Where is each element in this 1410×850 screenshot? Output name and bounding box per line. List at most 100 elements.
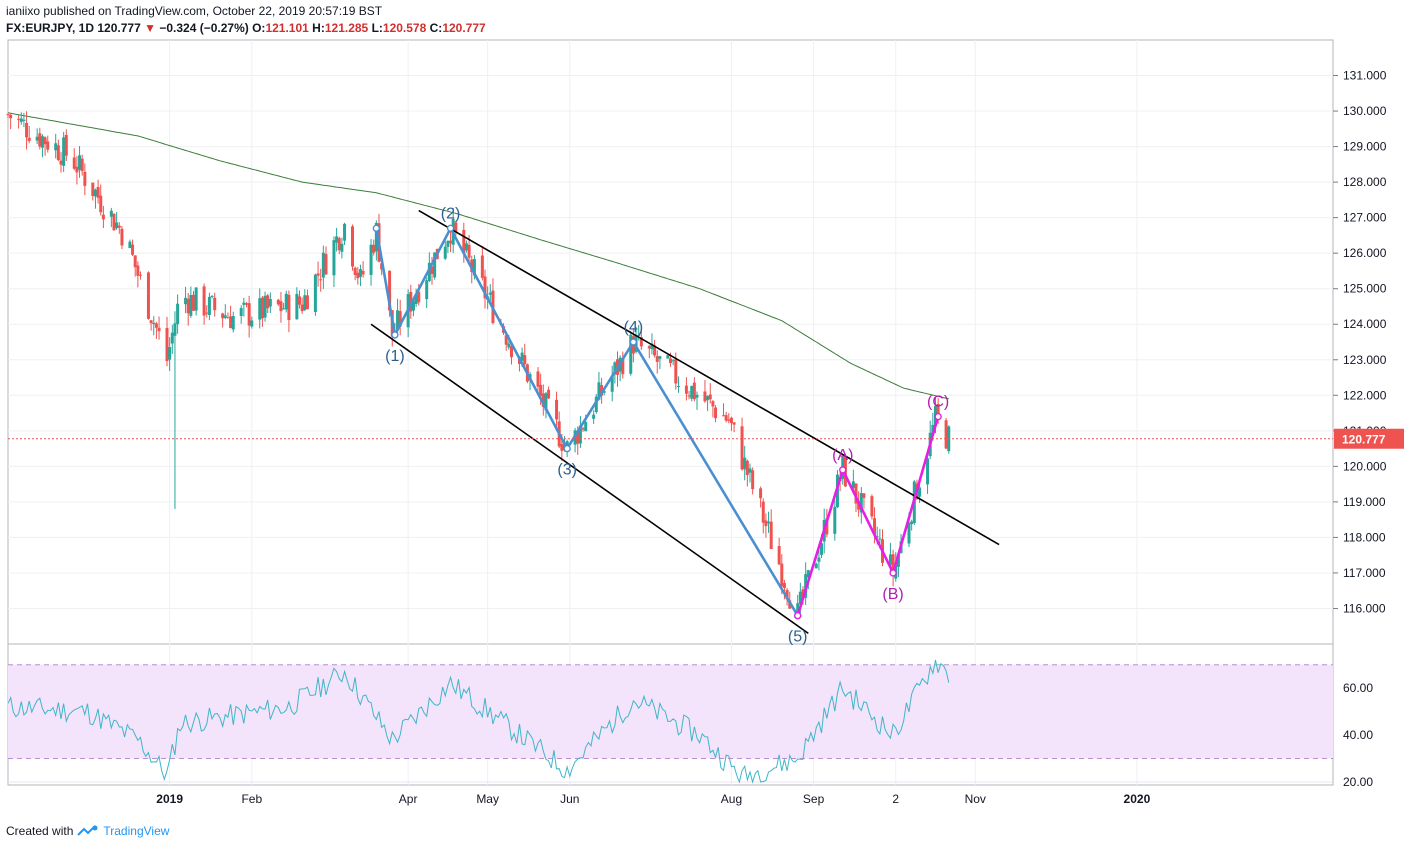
candle-body — [676, 385, 680, 387]
candle-body — [825, 518, 829, 535]
open-value: 121.101 — [265, 21, 309, 35]
candle-body — [189, 294, 193, 316]
candle-body — [814, 563, 818, 569]
corrective-wave-point[interactable] — [934, 412, 942, 421]
impulse-wave-point[interactable] — [629, 338, 638, 346]
candle-body — [507, 343, 511, 348]
y-tick-label: 120.000 — [1343, 459, 1387, 473]
ma-line — [7, 112, 949, 400]
candle-body — [374, 222, 378, 252]
candle-body — [356, 272, 360, 279]
candle-body — [724, 415, 728, 421]
candle-body — [157, 327, 161, 332]
candle-body — [555, 399, 559, 420]
impulse-wave-point[interactable] — [446, 224, 455, 233]
symbol-label: FX:EURJPY, 1D — [6, 21, 95, 35]
open-label: O: — [252, 21, 266, 35]
candle-body — [690, 385, 694, 399]
candle-body — [361, 270, 365, 275]
price-grid — [8, 40, 1333, 785]
x-tick-label: Apr — [399, 792, 418, 806]
candle-body — [229, 316, 233, 328]
candle-body — [592, 414, 596, 419]
candle-body — [483, 276, 487, 299]
candle-body — [112, 214, 116, 231]
candle-body — [101, 214, 105, 220]
candle-body — [488, 292, 492, 295]
candle-body — [295, 293, 299, 320]
candle-body — [732, 422, 736, 425]
candle-body — [99, 195, 103, 213]
rsi-line — [7, 659, 950, 784]
candle-body — [335, 236, 339, 243]
candle-body — [186, 298, 190, 314]
candle-body — [896, 554, 900, 567]
candle-body — [547, 389, 551, 399]
x-tick-label: 2 — [892, 792, 899, 806]
candle-body — [817, 557, 821, 562]
candle-body — [19, 118, 23, 122]
candle-body — [523, 355, 527, 365]
x-tick-label: Nov — [965, 792, 986, 806]
price-change: −0.324 (−0.27%) — [159, 21, 249, 35]
x-tick-label: Feb — [241, 792, 262, 806]
candle-body — [62, 137, 66, 166]
candle-body — [576, 431, 580, 444]
candle-body — [319, 279, 323, 281]
candle-body — [46, 141, 50, 150]
candle-body — [703, 391, 707, 402]
candle-body — [875, 536, 879, 538]
candle-body — [539, 384, 543, 397]
x-tick-label: 2020 — [1124, 792, 1151, 806]
channel-line[interactable] — [370, 323, 809, 634]
candle-body — [639, 337, 643, 347]
candle-body — [258, 298, 262, 320]
moving-average — [7, 112, 949, 400]
candle-body — [337, 238, 341, 251]
corrective-wave-point[interactable] — [889, 569, 897, 577]
candle-body — [544, 393, 548, 411]
y-tick-label: 130.000 — [1343, 104, 1387, 118]
candle-body — [674, 359, 678, 384]
publisher-name[interactable]: ianiixo — [6, 4, 41, 18]
candle-body — [695, 394, 699, 398]
candle-body — [388, 270, 392, 311]
candle-body — [115, 222, 119, 229]
corrective-wave-point[interactable] — [839, 466, 847, 474]
candle-body — [671, 360, 675, 362]
candle-body — [454, 222, 458, 232]
candle-body — [303, 295, 307, 311]
corrective-wave-point[interactable] — [794, 611, 802, 620]
wave-drawings[interactable]: (1) (2) (3) (4) (5) (A) (B) (C) — [370, 205, 1000, 646]
candle-body — [597, 382, 601, 400]
candle-body — [565, 441, 569, 447]
corrective-wave-line[interactable] — [796, 416, 940, 616]
axes: 131.000 130.000 129.000 128.000 127.000 126.0… — [8, 69, 1404, 806]
candle-body — [324, 254, 328, 275]
chart-frame — [7, 39, 1334, 786]
candle-body — [22, 119, 26, 121]
impulse-wave-point[interactable] — [372, 224, 381, 233]
channel-line[interactable] — [418, 209, 1000, 546]
candle-body — [91, 182, 95, 196]
candle-body — [372, 244, 376, 253]
candle-body — [796, 603, 800, 612]
candle-body — [653, 345, 657, 356]
candle-body — [207, 296, 211, 315]
candle-body — [936, 403, 940, 418]
impulse-wave-point[interactable] — [391, 331, 399, 339]
candle-body — [417, 291, 421, 303]
tradingview-brand[interactable]: TradingView — [103, 824, 170, 838]
candle-body — [154, 323, 158, 328]
candle-body — [202, 286, 206, 316]
candle-body — [59, 160, 63, 165]
corrective-wave-label: (C) — [927, 394, 949, 411]
impulse-wave-line[interactable] — [375, 225, 799, 617]
candle-body — [764, 520, 768, 527]
tradingview-logo-icon — [77, 825, 98, 836]
candle-body — [245, 303, 248, 305]
y-tick-label: 129.000 — [1343, 140, 1387, 154]
candle-body — [433, 252, 437, 278]
impulse-wave-point[interactable] — [563, 444, 571, 453]
